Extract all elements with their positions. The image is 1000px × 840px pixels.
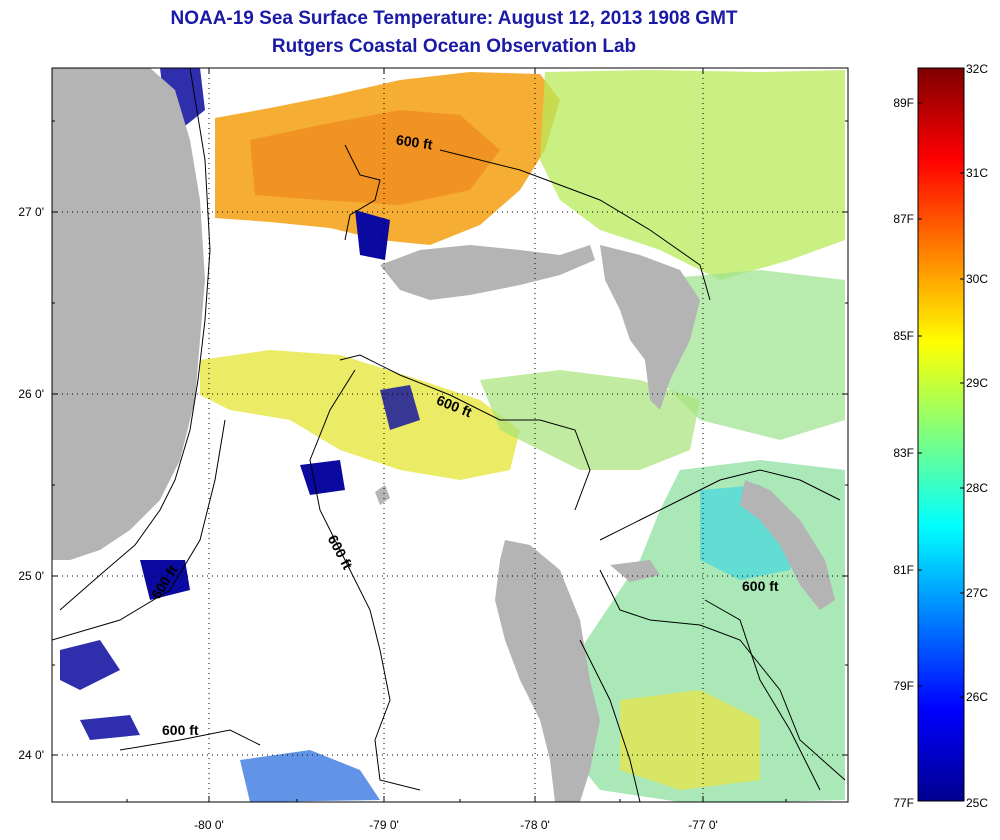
lat-label-24: 24 0' bbox=[18, 748, 44, 762]
colorbar-ticks bbox=[918, 102, 964, 698]
contour-lines bbox=[52, 68, 846, 802]
sst-data-layer bbox=[52, 68, 845, 802]
map-frame bbox=[51, 67, 849, 803]
map-title: NOAA-19 Sea Surface Temperature: August … bbox=[170, 8, 738, 29]
colorbar-f-label: 83F bbox=[893, 446, 914, 460]
lon-label-77: -77 0' bbox=[688, 818, 718, 832]
colorbar-f-label: 79F bbox=[893, 679, 914, 693]
lon-label-79: -79 0' bbox=[369, 818, 399, 832]
axis-ticks bbox=[52, 68, 848, 802]
colorbar-c-label: 27C bbox=[966, 586, 989, 600]
colorbar-f-label: 89F bbox=[893, 96, 914, 110]
contour-label: 600 ft bbox=[742, 578, 779, 594]
colorbar-f-label: 77F bbox=[893, 796, 914, 810]
colorbar-c-label: 25C bbox=[966, 796, 989, 810]
colorbar-c-label: 31C bbox=[966, 166, 989, 180]
lon-label-80: -80 0' bbox=[194, 818, 224, 832]
lat-label-27: 27 0' bbox=[18, 205, 44, 219]
lon-label-78: -78 0' bbox=[520, 818, 550, 832]
colorbar bbox=[917, 67, 965, 802]
colorbar-c-label: 26C bbox=[966, 690, 989, 704]
land-layer bbox=[52, 68, 835, 802]
colorbar-c-label: 29C bbox=[966, 376, 989, 390]
colorbar-c-label: 28C bbox=[966, 481, 989, 495]
colorbar-f-label: 87F bbox=[893, 212, 914, 226]
contour-label: 600 ft bbox=[162, 722, 199, 738]
lat-label-26: 26 0' bbox=[18, 387, 44, 401]
colorbar-c-label: 30C bbox=[966, 272, 989, 286]
map-subtitle: Rutgers Coastal Ocean Observation Lab bbox=[271, 36, 637, 57]
colorbar-c-label: 32C bbox=[966, 62, 989, 76]
lat-label-25: 25 0' bbox=[18, 569, 44, 583]
colorbar-f-label: 81F bbox=[893, 563, 914, 577]
colorbar-f-label: 85F bbox=[893, 329, 914, 343]
